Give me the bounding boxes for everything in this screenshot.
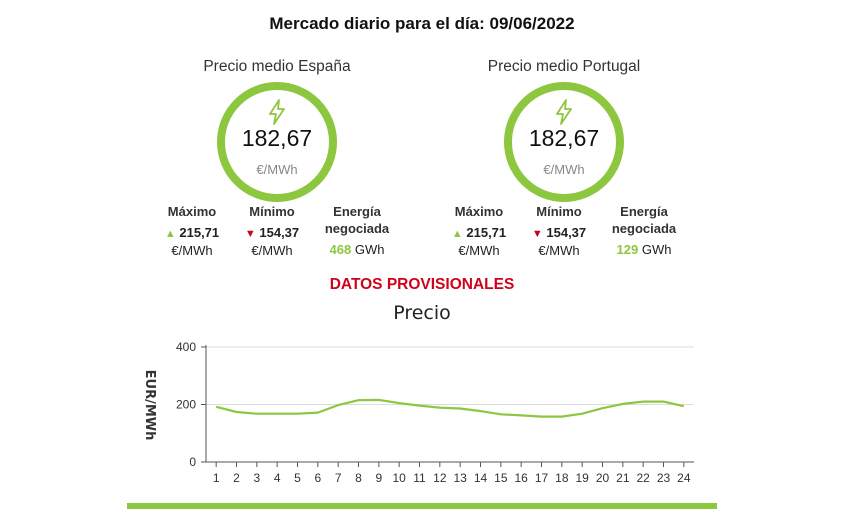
portugal-energy-value: 129 [616,242,639,257]
x-tick-label: 7 [335,471,342,485]
x-tick-label: 5 [294,471,301,485]
y-tick-label: 400 [176,340,196,354]
spain-max-label: Máximo [167,204,217,219]
x-tick-label: 12 [433,471,447,485]
portugal-energy-label-1: Energía [620,204,668,219]
x-tick-label: 10 [392,471,406,485]
x-tick-label: 16 [514,471,528,485]
x-tick-label: 1 [213,471,220,485]
spain-max-value: 215,71 [179,225,220,240]
y-axis-label: EUR/MWh [142,370,157,441]
portugal-heading: Precio medio Portugal [487,58,641,75]
x-tick-label: 22 [636,471,650,485]
portugal-price-ring: 182,67 €/MWh [504,82,624,202]
portugal-price-unit: €/MWh [543,162,585,177]
x-tick-label: 3 [253,471,260,485]
page-title: Mercado diario para el día: 09/06/2022 [269,14,575,33]
portugal-max-unit: €/MWh [458,243,500,258]
portugal-price: 182,67 [528,125,600,151]
spain-max-unit: €/MWh [171,243,213,258]
triangle-down-icon: ▼ [531,228,543,240]
spain-energy-label-2: negociada [324,221,390,236]
x-tick-label: 24 [677,471,691,485]
spain-heading: Precio medio España [203,58,351,75]
y-tick-label: 0 [189,455,196,469]
x-tick-label: 19 [575,471,589,485]
portugal-max-value: 215,71 [466,225,507,240]
spain-min-unit: €/MWh [251,243,293,258]
chart-title: Precio [393,302,451,324]
portugal-panel: Precio medio Portugal 182,67 €/MWh Máxim… [444,58,684,258]
portugal-min-value: 154,37 [546,225,587,240]
spain-energy-value: 468 [329,242,352,257]
x-tick-label: 14 [474,471,488,485]
x-tick-label: 23 [657,471,671,485]
spain-price-ring: 182,67 €/MWh [217,82,337,202]
portugal-min: Mínimo ▼ 154,37 €/MWh [514,203,604,259]
portugal-max: Máximo ▲ 215,71 €/MWh [434,203,524,259]
x-tick-label: 21 [616,471,630,485]
lightning-bolt-icon [269,99,285,125]
spain-energy-label-1: Energía [333,204,381,219]
portugal-energy: Energía negociada 129 GWh [594,203,694,258]
spain-energy: Energía negociada 468 GWh [307,203,407,258]
portugal-energy-unit: GWh [641,242,672,257]
x-tick-label: 20 [596,471,610,485]
x-tick-label: 13 [453,471,467,485]
spain-min-label: Mínimo [249,204,295,219]
x-tick-label: 4 [274,471,281,485]
x-tick-label: 18 [555,471,569,485]
provisional-notice: DATOS PROVISIONALES [329,276,515,293]
triangle-up-icon: ▲ [164,228,176,240]
x-tick-label: 6 [314,471,321,485]
portugal-max-label: Máximo [454,204,504,219]
spain-min: Mínimo ▼ 154,37 €/MWh [227,203,317,259]
bottom-accent-bar [127,503,717,509]
x-tick-label: 11 [413,471,426,485]
spain-price: 182,67 [241,125,313,151]
price-series-line [215,398,685,418]
triangle-up-icon: ▲ [451,228,463,240]
portugal-min-label: Mínimo [536,204,582,219]
x-tick-label: 15 [494,471,508,485]
spain-energy-unit: GWh [354,242,385,257]
portugal-energy-label-2: negociada [611,221,677,236]
x-tick-label: 17 [535,471,549,485]
spain-panel: Precio medio España 182,67 €/MWh Máximo … [157,58,397,258]
y-tick-label: 200 [176,398,196,412]
spain-max: Máximo ▲ 215,71 €/MWh [147,203,237,259]
spain-min-value: 154,37 [259,225,300,240]
spain-price-unit: €/MWh [256,162,298,177]
x-tick-label: 8 [355,471,362,485]
triangle-down-icon: ▼ [244,228,256,240]
portugal-min-unit: €/MWh [538,243,580,258]
x-tick-label: 9 [375,471,382,485]
lightning-bolt-icon [556,99,572,125]
x-tick-label: 2 [233,471,240,485]
